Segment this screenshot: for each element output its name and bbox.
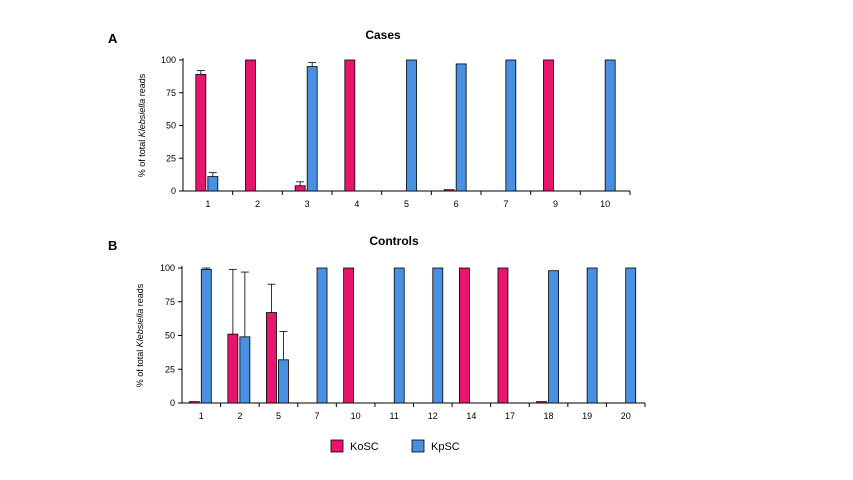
legend: KoSC KpSC [330, 439, 460, 453]
y-tick-label: 25 [165, 364, 175, 374]
panel-b-title: Controls [369, 234, 419, 248]
x-tick-label: 5 [404, 199, 409, 209]
y-tick-label: 100 [160, 263, 175, 273]
panel-b-letter: B [108, 238, 117, 253]
bar-a-kosc-3 [294, 185, 306, 192]
x-tick-label: 1 [205, 199, 210, 209]
x-tick-label: 19 [582, 411, 592, 421]
bar-b-kpsc-18 [548, 270, 559, 404]
y-tick-label: 25 [166, 153, 176, 163]
x-tick-label: 5 [276, 411, 281, 421]
x-tick-label: 3 [305, 199, 310, 209]
bar-a-kosc-6 [443, 189, 455, 192]
y-tick-label: 50 [166, 121, 176, 131]
bar-a-kpsc-7 [505, 59, 517, 192]
bar-a-kpsc-5 [406, 59, 417, 192]
bar-a-kpsc-3 [306, 66, 318, 192]
x-tick-label: 18 [544, 411, 554, 421]
bar-b-kpsc-20 [625, 267, 637, 404]
panel-a-letter: A [108, 31, 118, 46]
y-tick-label: 75 [166, 88, 176, 98]
bar-b-kosc-14 [458, 267, 470, 404]
x-tick-label: 10 [600, 199, 610, 209]
bar-a-kpsc-10 [604, 59, 616, 192]
x-tick-label: 12 [428, 411, 438, 421]
y-tick-label: 0 [170, 398, 175, 408]
bar-b-kpsc-1 [200, 268, 212, 404]
x-tick-label: 14 [466, 411, 476, 421]
bar-a-kosc-1 [195, 74, 207, 192]
bar-b-kosc-17 [497, 267, 509, 404]
bar-a-kosc-2 [245, 59, 256, 192]
bar-a-kpsc-1 [207, 176, 219, 192]
bar-b-kosc-10 [343, 267, 355, 404]
bar-b-kpsc-7 [316, 267, 328, 404]
bar-a-kpsc-6 [455, 63, 467, 192]
x-tick-label: 4 [354, 199, 359, 209]
x-tick-label: 10 [351, 411, 361, 421]
bar-b-kpsc-12 [432, 267, 444, 404]
x-tick-label: 20 [621, 411, 631, 421]
panel-a-title: Cases [365, 28, 401, 42]
x-tick-label: 2 [237, 411, 242, 421]
x-tick-label: 9 [553, 199, 558, 209]
legend-swatch-kosc [330, 439, 344, 453]
bar-b-kpsc-2 [239, 336, 251, 404]
bar-b-kosc-5 [266, 312, 277, 404]
x-tick-label: 11 [390, 411, 399, 421]
y-tick-label: 0 [171, 186, 176, 196]
bar-b-kosc-1 [188, 401, 200, 404]
x-tick-label: 7 [315, 411, 320, 421]
x-tick-label: 17 [505, 411, 515, 421]
bar-b-kpsc-11 [393, 267, 405, 404]
y-tick-label: 100 [161, 55, 176, 65]
bar-b-kosc-18 [536, 401, 547, 404]
x-tick-label: 6 [454, 199, 459, 209]
bar-b-kpsc-5 [278, 359, 289, 404]
legend-label-kosc: KoSC [350, 441, 379, 453]
bar-a-kosc-9 [543, 59, 554, 192]
y-axis-label: % of total Klebsiella reads [135, 283, 145, 387]
x-tick-label: 7 [503, 199, 508, 209]
y-tick-label: 50 [165, 331, 175, 341]
bar-a-kosc-4 [344, 59, 356, 192]
legend-label-kpsc: KpSC [431, 441, 460, 453]
y-axis-label: % of total Klebsiella reads [137, 73, 147, 177]
x-tick-label: 2 [255, 199, 260, 209]
legend-swatch-kpsc [411, 439, 425, 453]
y-tick-label: 75 [165, 297, 175, 307]
bar-b-kosc-2 [227, 333, 239, 404]
x-tick-label: 1 [199, 411, 204, 421]
bar-b-kpsc-19 [586, 267, 598, 404]
